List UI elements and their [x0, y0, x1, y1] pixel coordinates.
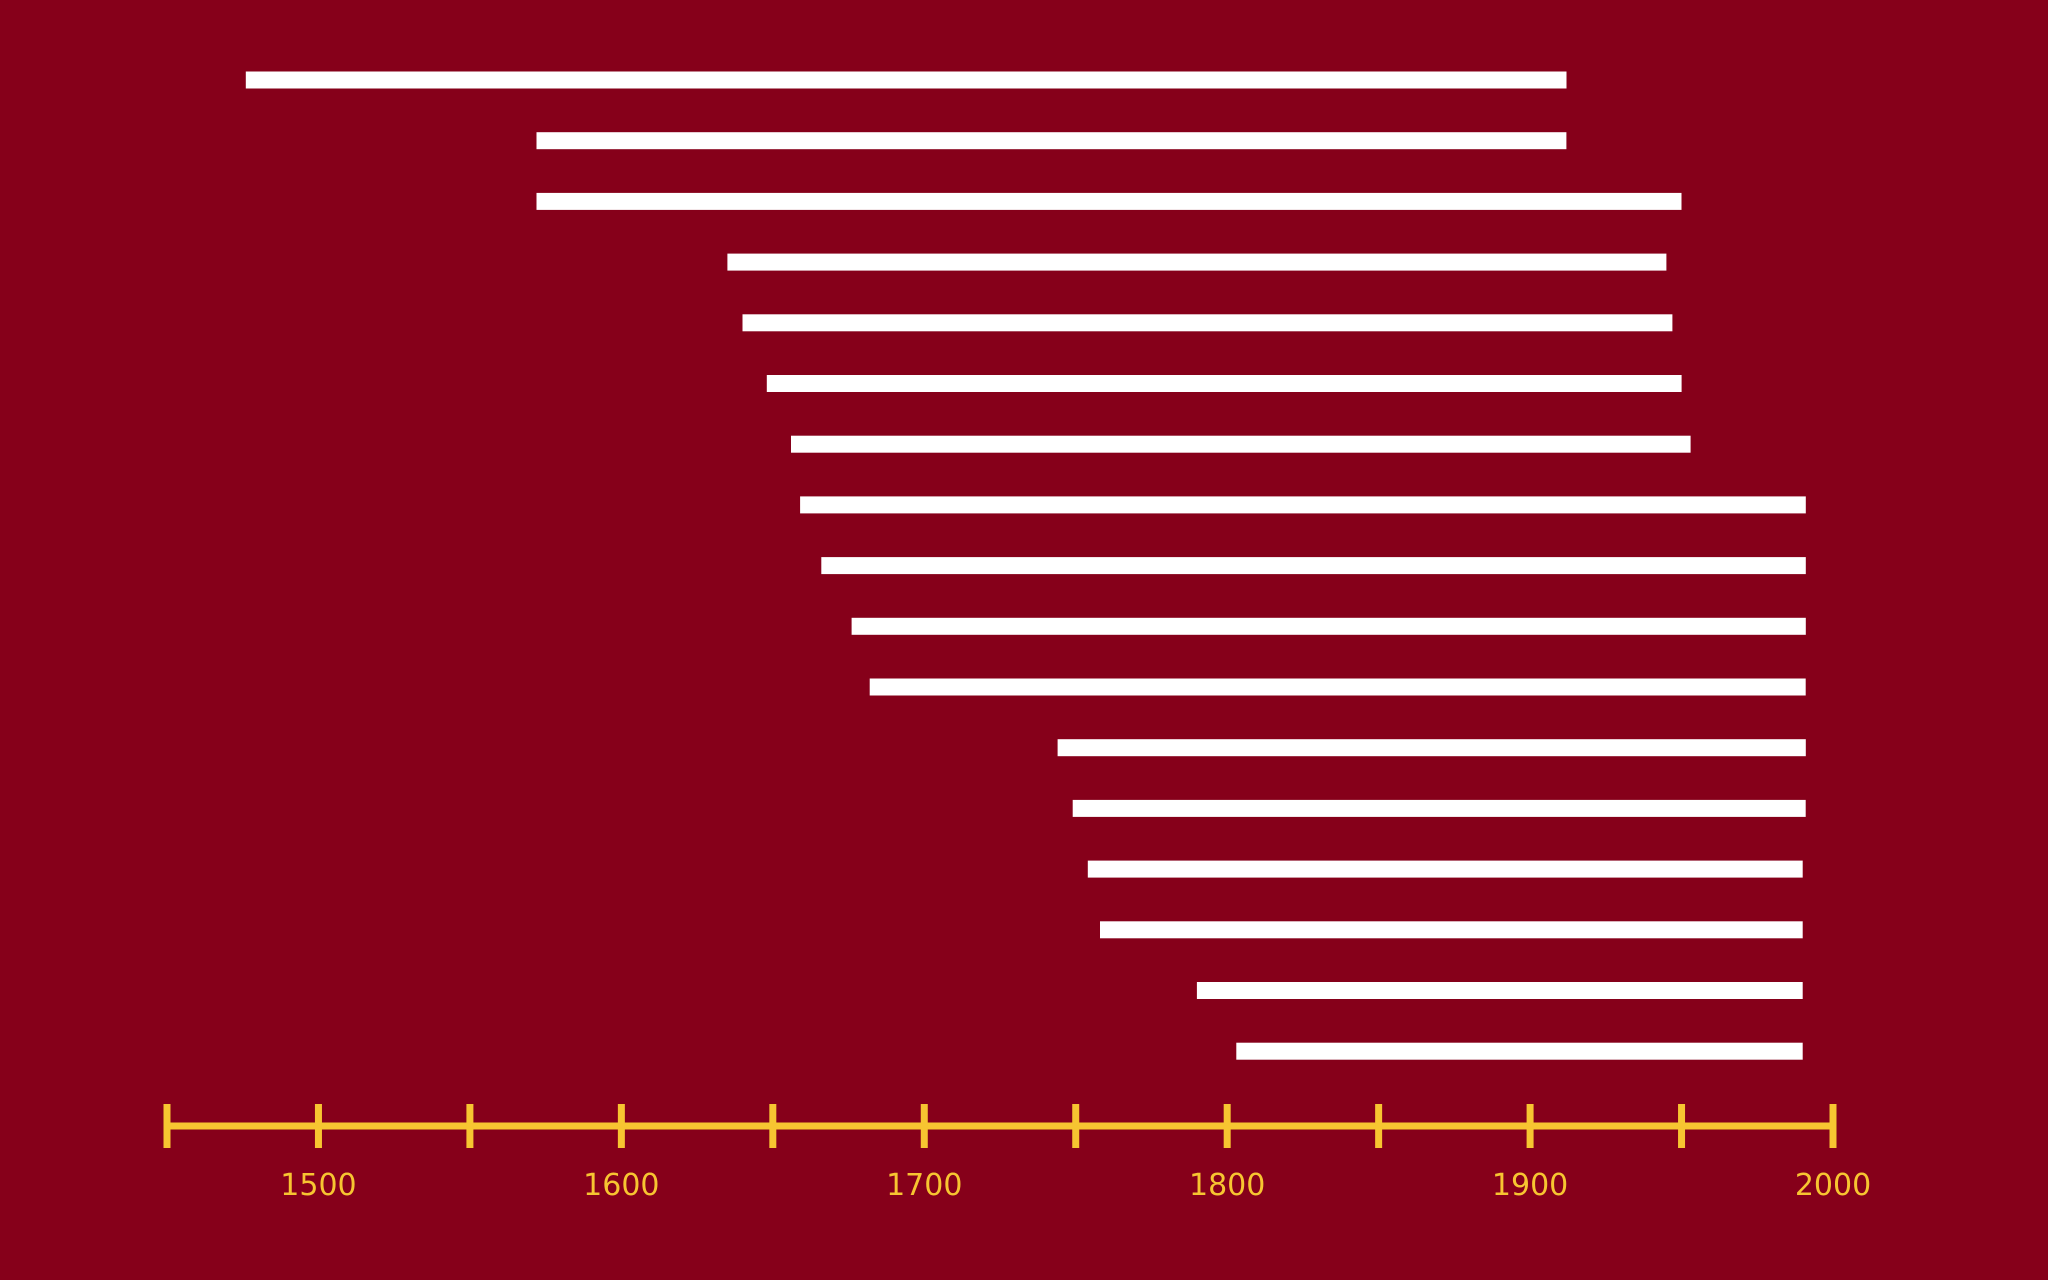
timeline-bar-6 [766, 375, 1682, 392]
x-tick-label-1700: 1700 [886, 1168, 962, 1203]
timeline-bar-14 [1087, 860, 1803, 878]
bars-layer [245, 71, 1806, 1060]
timeline-bar-3 [536, 192, 1682, 210]
timeline-bar-4 [727, 253, 1667, 271]
x-tick-label-2000: 2000 [1795, 1168, 1871, 1203]
x-tick-label-1900: 1900 [1492, 1168, 1568, 1203]
timeline-bar-5 [742, 314, 1673, 332]
timeline-bar-11 [869, 678, 1806, 696]
timeline-bar-1 [245, 71, 1567, 89]
timeline-bar-2 [536, 132, 1567, 150]
timeline-bar-9 [821, 557, 1806, 575]
timeline-bar-15 [1100, 921, 1803, 939]
x-tick-label-1800: 1800 [1189, 1168, 1265, 1203]
timeline-bar-7 [791, 435, 1691, 453]
x-tick-label-1600: 1600 [583, 1168, 659, 1203]
x-axis: 1500 1600 1700 1800 1900 2000 [163, 1104, 1871, 1203]
timeline-bar-13 [1072, 799, 1806, 817]
timeline-bar-10 [851, 617, 1806, 635]
timeline-bar-16 [1196, 982, 1803, 999]
timeline-bar-12 [1057, 739, 1806, 757]
x-tick-label-1500: 1500 [280, 1168, 356, 1203]
timeline-bar-17 [1236, 1042, 1803, 1060]
timeline-bar-8 [800, 496, 1806, 514]
